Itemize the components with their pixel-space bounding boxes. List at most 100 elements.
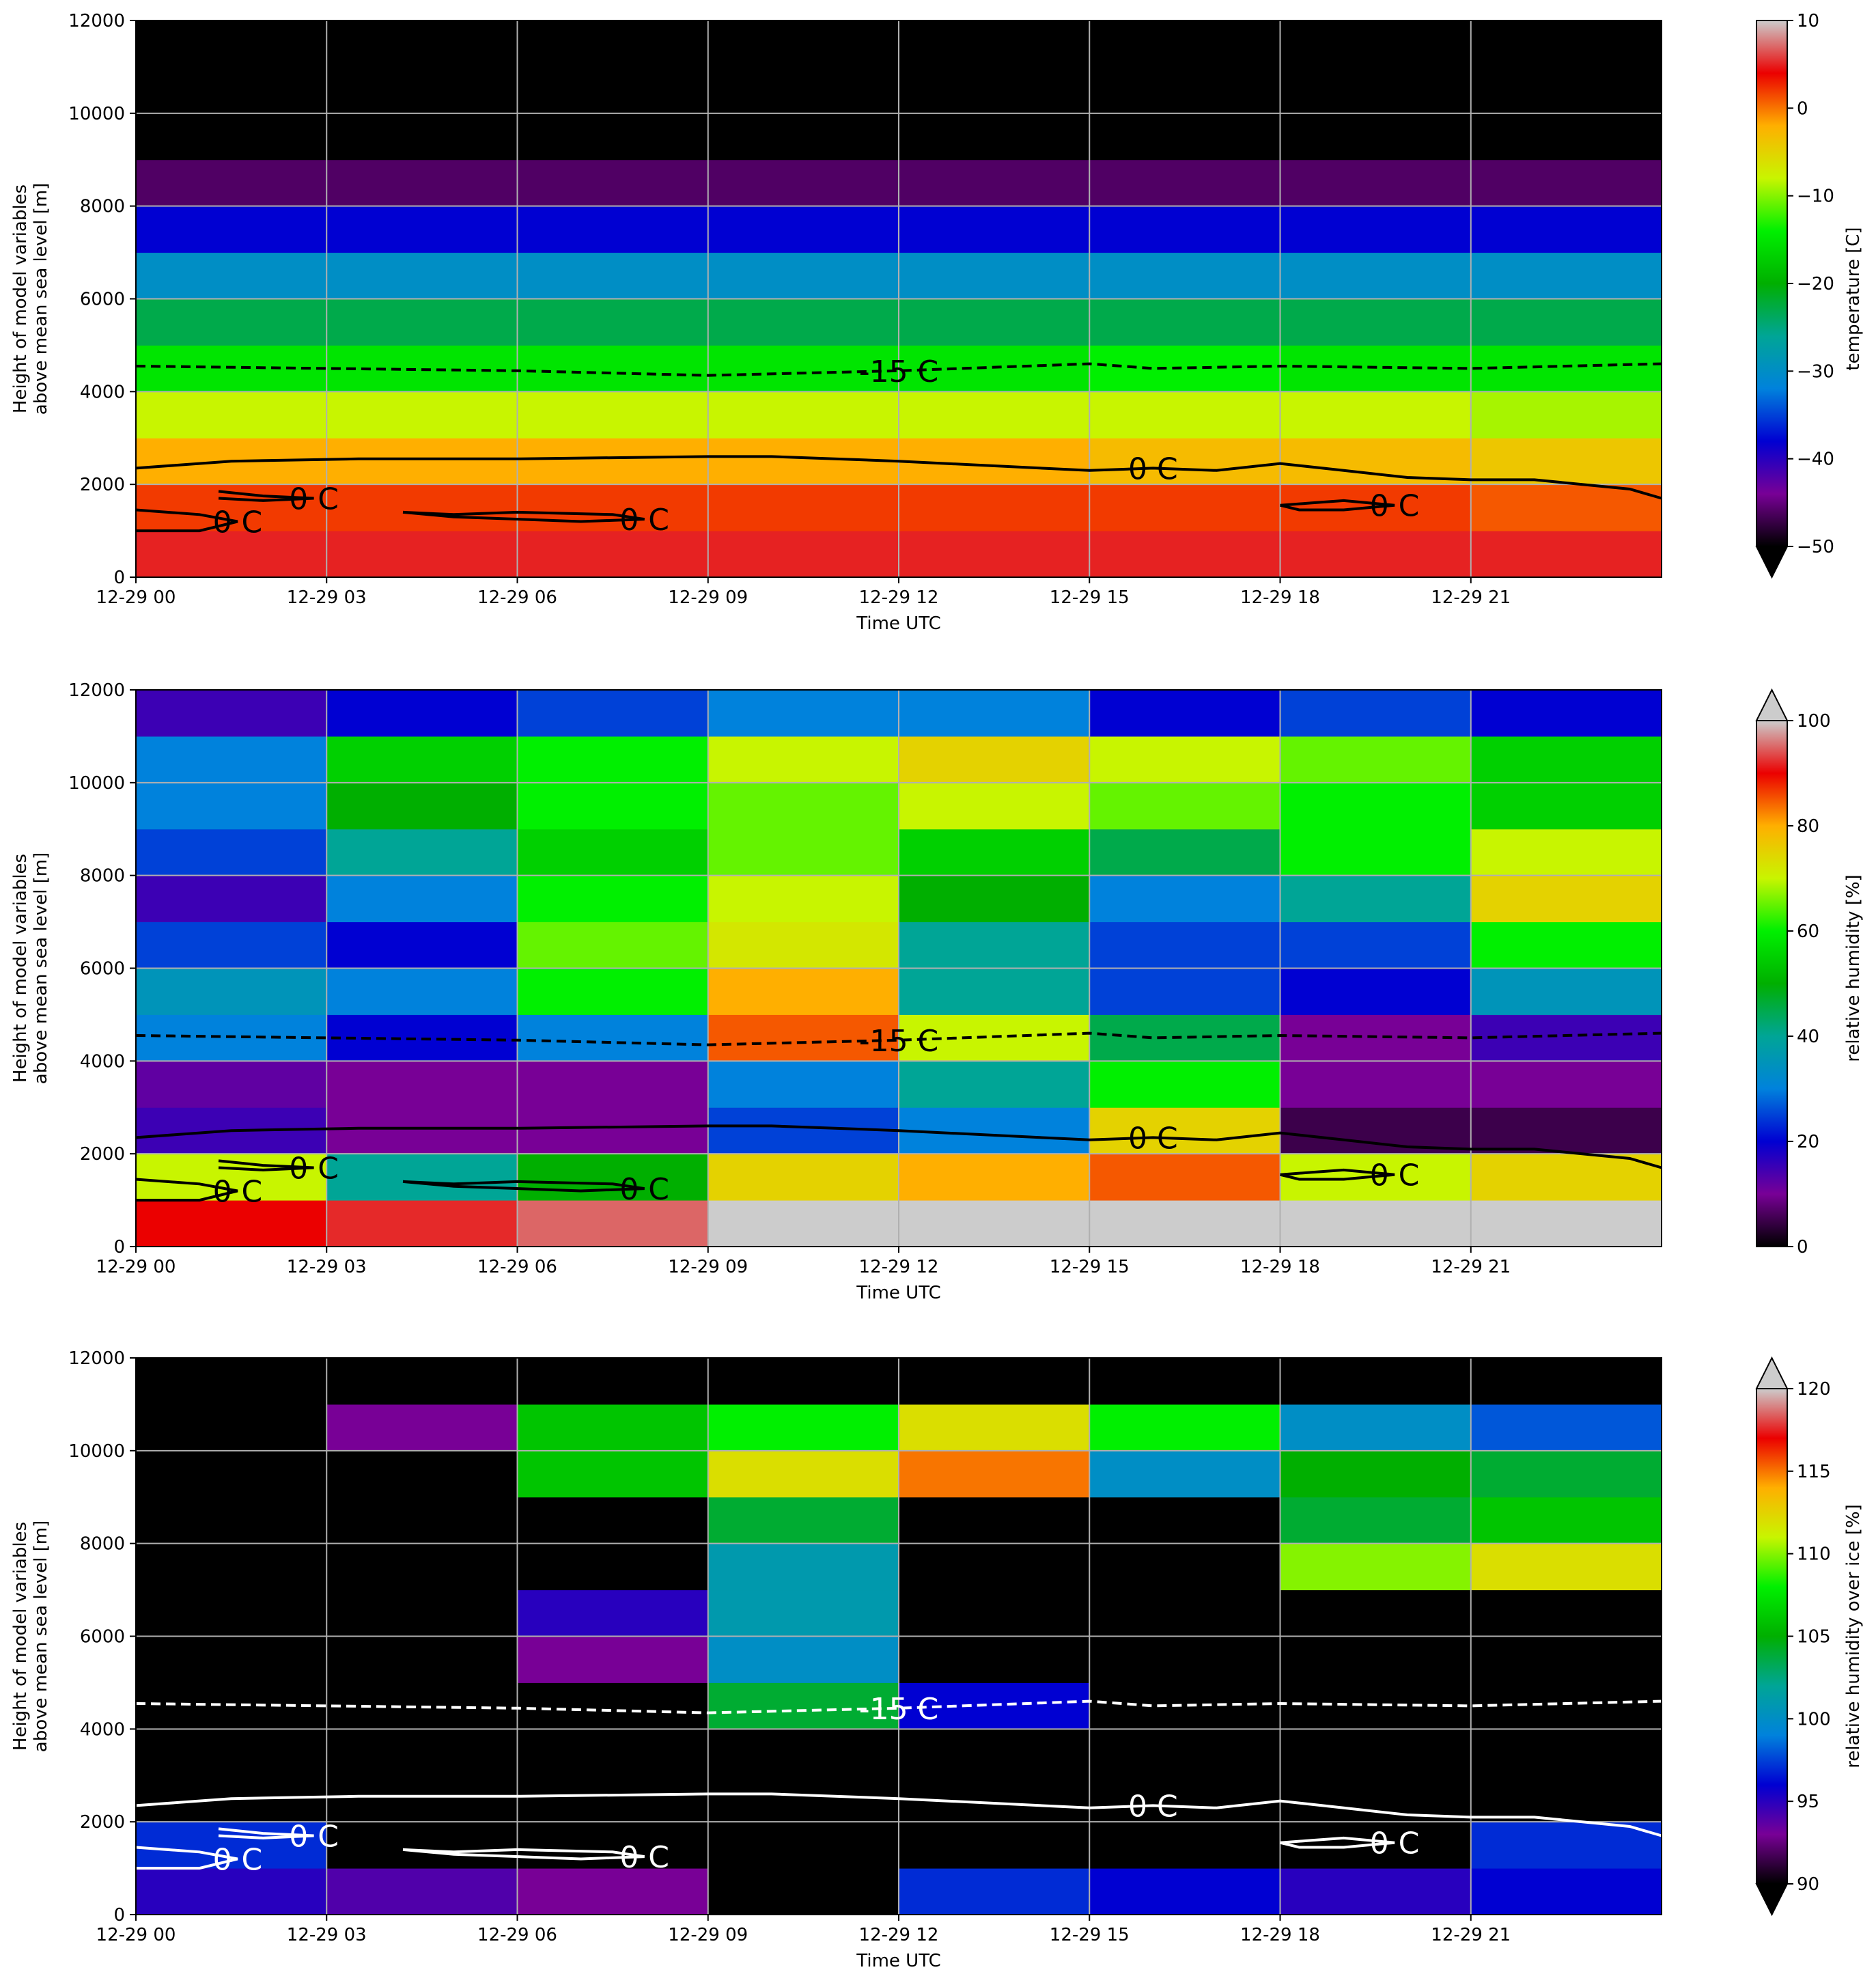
x-tick-label: 12-29 03 <box>287 1925 367 1945</box>
heatmap-cell <box>326 1358 518 1405</box>
heatmap-cell <box>517 1154 709 1201</box>
heatmap-cell <box>1280 1589 1472 1637</box>
contour-line <box>218 1827 314 1839</box>
heatmap-cell <box>517 1061 709 1108</box>
heatmap-cell <box>1470 1822 1662 1869</box>
contour-line <box>135 1699 1662 1714</box>
heatmap-cell <box>708 782 899 830</box>
heatmap-cell <box>899 66 1090 114</box>
heatmap-cell <box>899 1729 1090 1776</box>
y-tick-label: 0 <box>113 1237 125 1257</box>
heatmap-cell <box>899 782 1090 830</box>
heatmap-cell <box>136 829 327 876</box>
x-tick-label: 12-29 00 <box>96 587 176 608</box>
heatmap-cell <box>326 1061 518 1108</box>
x-tick-label: 12-29 15 <box>1050 587 1130 608</box>
heatmap-cell <box>708 968 899 1015</box>
contour-label: 0 C <box>1128 1789 1178 1824</box>
heatmap-cell <box>1089 829 1280 876</box>
colorbar-extend-max <box>1755 688 1789 721</box>
heatmap-cell <box>136 1450 327 1498</box>
heatmap-cell <box>1470 1775 1662 1822</box>
y-tick-label: 10000 <box>68 104 125 124</box>
heatmap-cell <box>1470 1729 1662 1776</box>
contour-label: 0 C <box>1128 1121 1178 1156</box>
y-tick-label: 8000 <box>80 1534 125 1555</box>
colorbar <box>1756 1388 1788 1885</box>
x-axis-label: Time UTC <box>856 613 940 634</box>
heatmap-cell <box>517 1822 709 1869</box>
x-tick-label: 12-29 12 <box>859 587 939 608</box>
plot-frame <box>135 1357 1662 1915</box>
heatmap-cell <box>1280 206 1472 253</box>
colorbar-tick-label: 20 <box>1797 1132 1819 1152</box>
heatmap-cell <box>1089 968 1280 1015</box>
heatmap-cell <box>326 252 518 299</box>
heatmap-cell <box>1089 1154 1280 1201</box>
heatmap-cell <box>708 1636 899 1683</box>
heatmap-cell <box>326 1775 518 1822</box>
heatmap-cell <box>1089 1200 1280 1247</box>
contour-label: 0 C <box>619 1172 669 1207</box>
heatmap-cell <box>899 1404 1090 1451</box>
colorbar-tick-label: 105 <box>1797 1627 1831 1648</box>
y-tick-label: 4000 <box>80 1051 125 1072</box>
y-axis-label: Height of model variables <box>10 854 31 1083</box>
heatmap-cell <box>326 1868 518 1915</box>
heatmap-cell <box>1089 66 1280 114</box>
heatmap-cell <box>899 875 1090 923</box>
heatmap-cell <box>517 690 709 737</box>
heatmap-cell <box>1470 1682 1662 1729</box>
heatmap-cell <box>899 1822 1090 1869</box>
heatmap-cell <box>326 1107 518 1154</box>
heatmap-cell <box>708 345 899 392</box>
heatmap-cell <box>517 1543 709 1591</box>
heatmap-cell <box>899 159 1090 207</box>
contour-label: 0 C <box>1128 451 1178 486</box>
x-tick-label: 12-29 12 <box>859 1257 939 1277</box>
heatmap-cell <box>1280 391 1472 439</box>
heatmap-cell <box>1280 829 1472 876</box>
heatmap-cell <box>517 1107 709 1154</box>
heatmap-cell <box>1089 1589 1280 1637</box>
heatmap-cell <box>708 113 899 161</box>
heatmap-cell <box>1089 484 1280 531</box>
heatmap-cell <box>1089 1636 1280 1683</box>
colorbar-tick-label: 100 <box>1797 711 1831 732</box>
heatmap-cell <box>1280 1636 1472 1683</box>
heatmap-cell <box>708 829 899 876</box>
x-tick-label: 12-29 00 <box>96 1257 176 1277</box>
heatmap-cell <box>517 1589 709 1637</box>
colorbar-extend-max <box>1755 1356 1789 1389</box>
contour-label: 0 C <box>1370 489 1420 524</box>
colorbar-tick-label: 115 <box>1797 1462 1831 1482</box>
heatmap-cell <box>1470 829 1662 876</box>
heatmap-cell <box>1470 1107 1662 1154</box>
x-tick-label: 12-29 12 <box>859 1925 939 1945</box>
x-tick-label: 12-29 21 <box>1431 1257 1511 1277</box>
x-tick-label: 12-29 00 <box>96 1925 176 1945</box>
heatmap-cell <box>899 1061 1090 1108</box>
y-tick-label: 10000 <box>68 773 125 794</box>
heatmap-cell <box>1089 159 1280 207</box>
heatmap-cell <box>517 345 709 392</box>
heatmap-cell <box>708 20 899 68</box>
y-tick-label: 8000 <box>80 197 125 217</box>
heatmap-cell <box>708 690 899 737</box>
heatmap-cell <box>1089 1107 1280 1154</box>
heatmap-cell <box>708 1729 899 1776</box>
heatmap-cell <box>708 1822 899 1869</box>
heatmap-cell <box>1280 968 1472 1015</box>
heatmap-cell <box>1280 921 1472 969</box>
heatmap-cell <box>326 159 518 207</box>
heatmap-cell <box>708 1543 899 1591</box>
heatmap-cell <box>1089 206 1280 253</box>
heatmap-cell <box>899 438 1090 485</box>
heatmap-cell <box>899 206 1090 253</box>
contour-label: 0 C <box>619 1840 669 1875</box>
heatmap-cell <box>708 1589 899 1637</box>
heatmap-cell <box>708 531 899 578</box>
heatmap-cell <box>899 391 1090 439</box>
y-tick-label: 0 <box>113 568 125 588</box>
